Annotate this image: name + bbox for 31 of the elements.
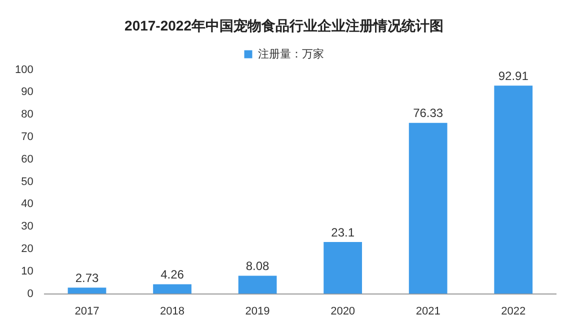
- y-tick-label: 50: [21, 176, 34, 188]
- bar: [238, 276, 277, 294]
- y-tick-label: 60: [21, 153, 34, 166]
- data-label: 23.1: [331, 225, 355, 240]
- y-tick-label: 10: [21, 265, 34, 278]
- data-label: 8.08: [246, 259, 270, 274]
- data-label: 76.33: [413, 106, 444, 120]
- x-tick-label: 2022: [501, 305, 526, 318]
- x-tick-label: 2021: [416, 305, 440, 318]
- y-tick-label: 20: [21, 243, 34, 256]
- legend-label: 注册量：万家: [258, 47, 324, 60]
- y-tick-label: 0: [27, 288, 34, 300]
- data-label: 92.91: [498, 68, 529, 83]
- y-tick-label: 70: [21, 131, 34, 144]
- y-tick-label: 40: [21, 198, 34, 210]
- y-tick-label: 80: [21, 108, 34, 121]
- x-tick-label: 2017: [74, 305, 100, 318]
- y-tick-label: 90: [21, 86, 34, 98]
- data-label: 4.26: [160, 268, 184, 282]
- data-label: 2.73: [75, 270, 99, 285]
- x-tick-label: 2019: [245, 305, 270, 318]
- bar: [494, 86, 533, 294]
- x-tick-label: 2020: [330, 305, 356, 318]
- bar: [153, 284, 192, 294]
- chart-title: 2017-2022年中国宠物食品行业企业注册情况统计图: [124, 17, 444, 34]
- bar: [68, 288, 106, 294]
- bar: [408, 122, 448, 294]
- x-tick-label: 2018: [160, 305, 185, 318]
- y-tick-label: 100: [14, 64, 34, 76]
- bar: [324, 242, 362, 294]
- y-tick-label: 30: [21, 220, 34, 233]
